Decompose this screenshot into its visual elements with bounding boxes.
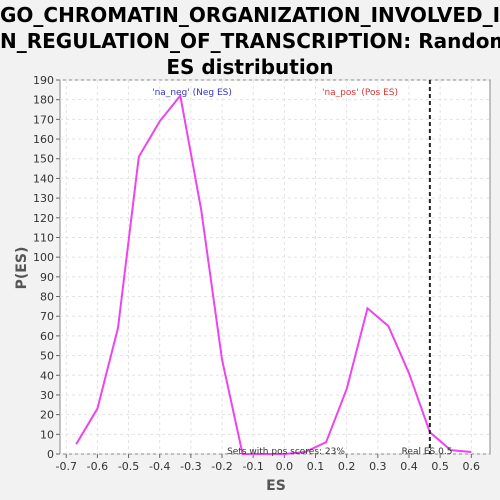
chart-title-line-3: ES distribution	[166, 55, 334, 79]
grid-lines	[60, 79, 490, 455]
x-tick-label: -0.5	[118, 460, 139, 473]
y-tick-label: 150	[33, 153, 54, 166]
real-es-annotation: Real ES 0.5	[402, 447, 453, 457]
chart-title-line-1: GO_CHROMATIN_ORGANIZATION_INVOLVED_I	[0, 3, 500, 27]
y-axis: 0 10 20 30 40 50 60 70 80 90 100 110 120 130 140 150 160…	[33, 74, 60, 461]
y-tick-label: 90	[40, 271, 54, 284]
y-tick-label: 50	[40, 350, 54, 363]
y-tick-label: 60	[40, 330, 54, 343]
y-tick-label: 160	[33, 133, 54, 146]
x-axis: -0.7 -0.6 -0.5 -0.4 -0.3 -0.2 -0.1 0.0 0.1 0.2 0.3…	[55, 454, 480, 473]
x-tick-label: -0.3	[180, 460, 201, 473]
x-tick-label: 0.3	[369, 460, 387, 473]
y-tick-label: 190	[33, 74, 54, 87]
chart-title-line-2: N_REGULATION_OF_TRANSCRIPTION: Random	[0, 29, 500, 53]
x-tick-label: -0.2	[211, 460, 232, 473]
x-tick-label: 0.4	[400, 460, 418, 473]
x-tick-label: 0.2	[338, 460, 356, 473]
x-tick-label: -0.4	[149, 460, 170, 473]
y-tick-label: 0	[47, 448, 54, 461]
pos-scores-annotation: Sets with pos scores: 23%	[227, 447, 345, 457]
x-tick-label: -0.6	[87, 460, 108, 473]
neg-es-label: 'na_neg' (Neg ES)	[152, 88, 232, 98]
y-tick-label: 30	[40, 389, 54, 402]
y-tick-label: 70	[40, 310, 54, 323]
y-tick-label: 20	[40, 409, 54, 422]
y-tick-label: 40	[40, 369, 54, 382]
y-axis-title: P(ES)	[14, 247, 30, 290]
chart-title: GO_CHROMATIN_ORGANIZATION_INVOLVED_I N_R…	[0, 2, 500, 80]
x-tick-label: 0.6	[463, 460, 481, 473]
plot-area	[59, 79, 491, 455]
y-tick-label: 100	[33, 251, 54, 264]
y-tick-label: 110	[33, 231, 54, 244]
x-tick-label: 0.0	[276, 460, 294, 473]
x-tick-label: -0.1	[242, 460, 263, 473]
pos-es-label: 'na_pos' (Pos ES)	[322, 88, 398, 98]
y-tick-label: 130	[33, 192, 54, 205]
y-tick-label: 10	[40, 428, 54, 441]
es-distribution-line	[75, 93, 472, 455]
x-tick-label: 0.1	[307, 460, 325, 473]
y-tick-label: 120	[33, 212, 54, 225]
y-tick-label: 80	[40, 291, 54, 304]
y-tick-label: 140	[33, 172, 54, 185]
x-tick-label: -0.7	[55, 460, 76, 473]
y-tick-label: 180	[33, 94, 54, 107]
x-axis-title: ES	[266, 478, 286, 494]
x-tick-label: 0.5	[431, 460, 449, 473]
y-tick-label: 170	[33, 113, 54, 126]
